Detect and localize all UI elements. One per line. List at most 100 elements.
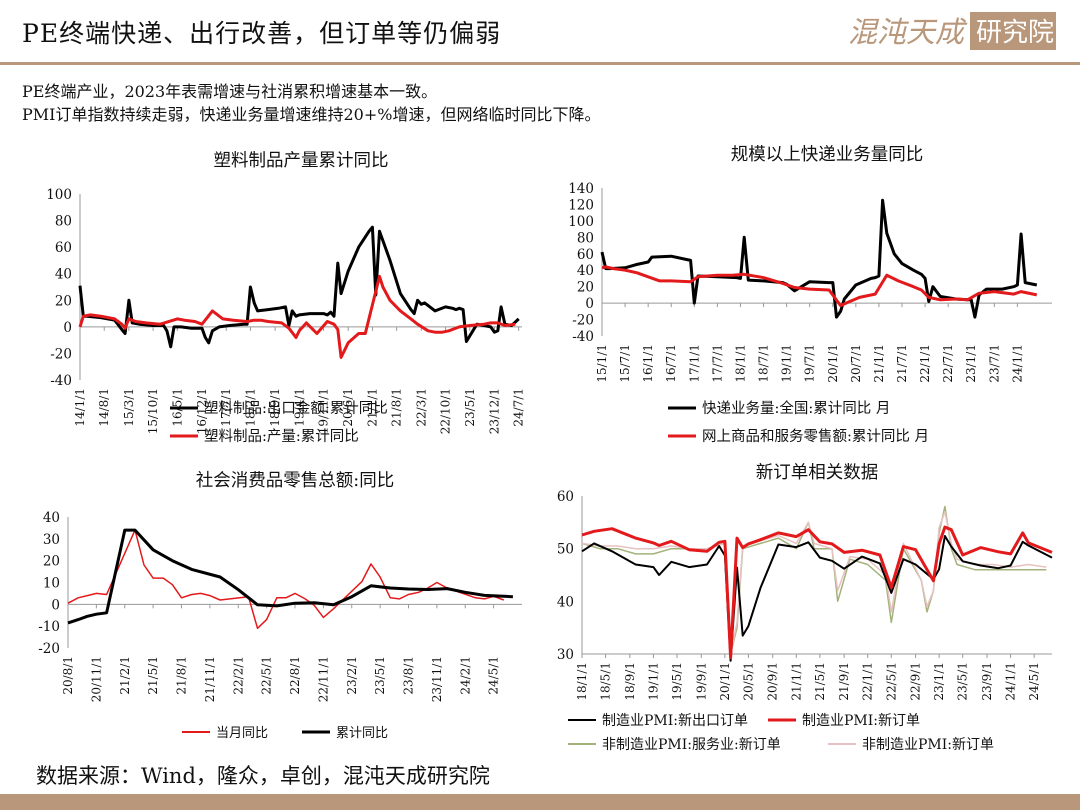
retail-ytick-label: -20 [38,641,60,657]
plastic-chart-svg: 塑料制品产量累计同比 -40 -20 0 20 40 60 80 100 14/1/1 14/8/1… [46,151,526,445]
summary-text: PE终端产业，2023年表需增速与社消累积增速基本一致。 PMI订单指数持续走弱… [22,80,600,126]
retail-xtick-label: 22/11/1 [316,656,330,702]
plastic-ytick-label: -40 [50,373,72,389]
pmi-xtick-label: 23/5/1 [956,662,970,701]
retail-series-line-0 [67,529,505,630]
retail-xtick-label: 23/2/1 [345,656,359,695]
plastic-xtick-label: 15/3/1 [122,388,136,427]
logo-text-brand: 混沌天成 [848,15,968,49]
express-ytick-label: -40 [572,329,594,345]
retail-xtick-label: 22/8/1 [288,656,302,695]
pmi-xtick-label: 23/9/1 [980,662,994,701]
express-ytick-label: -20 [572,313,594,329]
retail-legend-label: 当月同比 [216,726,268,741]
express-ytick-label: 140 [568,181,594,197]
express-xtick-label: 16/1/1 [641,344,655,383]
express-xtick-label: 18/1/1 [733,344,747,383]
express-xtick-label: 21/7/1 [895,344,909,383]
pmi-series-line-0 [581,505,1047,655]
plastic-series-line-1 [78,274,516,359]
retail-xtick-label: 20/8/1 [61,656,75,695]
pmi-ytick-label: 60 [557,489,574,505]
retail-ytick-label: 10 [43,576,60,592]
express-ytick-label: 40 [577,263,594,279]
plastic-xtick-label: 14/1/1 [73,388,87,427]
pmi-chart-svg: 新订单相关数据 30 40 50 60 18/1/1 18/5/1 18/9/1 19/1/1 1… [557,463,1053,753]
express-xtick-label: 19/1/1 [780,344,794,383]
retail-xtick-label: 20/11/1 [89,656,103,702]
pmi-series-line-1 [581,511,1047,655]
plastic-xtick-label: 19/11/1 [317,388,331,434]
retail-ytick-label: 0 [51,597,60,613]
retail-xtick-label: 24/2/1 [458,656,472,695]
logo-box [970,12,1056,50]
pmi-series-line-2 [581,535,1053,662]
plastic-xtick-label: 18/2/1 [243,388,257,427]
express-series-line-1 [601,265,1038,308]
express-xtick-label: 18/7/1 [757,344,771,383]
plastic-ytick-label: 100 [46,187,72,203]
retail-xtick-label: 21/5/1 [146,656,160,695]
plastic-xtick-label: 17/7/1 [219,388,233,427]
express-ytick-label: 80 [577,230,594,246]
pmi-ytick-label: 50 [557,542,574,558]
pmi-xtick-label: 20/9/1 [766,662,780,701]
express-xtick-label: 22/7/1 [941,344,955,383]
pmi-xtick-label: 23/1/1 [932,662,946,701]
summary-line-2: PMI订单指数持续走弱，快递业务量增速维持20+%增速，但网络临时同比下降。 [22,105,601,124]
pmi-legend-label: 制造业PMI:新出口订单 [602,713,748,729]
plastic-xtick-label: 21/1/1 [365,388,379,427]
express-xtick-label: 23/7/1 [987,344,1001,383]
pmi-xtick-label: 18/1/1 [575,662,589,701]
express-xtick-label: 23/1/1 [964,344,978,383]
retail-xtick-label: 23/5/1 [373,656,387,695]
express-xtick-label: 20/1/1 [826,344,840,383]
footer-bar [0,794,1080,810]
pmi-xtick-label: 21/1/1 [789,662,803,701]
express-chart-title: 规模以上快递业务量同比 [731,145,924,165]
express-ytick-label: 20 [577,280,594,296]
pmi-ytick-label: 30 [557,647,574,663]
express-ytick-label: 100 [568,214,594,230]
plastic-series-line-0 [78,225,520,349]
pmi-xtick-label: 18/5/1 [599,662,613,701]
express-xtick-label: 15/7/1 [618,344,632,383]
express-ytick-label: 0 [585,296,594,312]
retail-xtick-label: 23/8/1 [402,656,416,695]
pmi-series-line-3 [581,525,1053,660]
pmi-chart-title: 新订单相关数据 [756,463,879,483]
plastic-ytick-label: -20 [50,346,72,362]
logo: 混沌天成 研究院 [848,12,1056,50]
pmi-xtick-label: 24/5/1 [1027,662,1041,701]
pmi-xtick-label: 20/1/1 [718,662,732,701]
pmi-ytick-label: 40 [557,594,574,610]
plastic-xtick-label: 20/6/1 [341,388,355,427]
pmi-legend-label: 非制造业PMI:新订单 [862,737,994,753]
plastic-xtick-label: 18/9/1 [268,388,282,427]
express-xtick-label: 15/1/1 [595,344,609,383]
express-ytick-label: 60 [577,247,594,263]
retail-xtick-label: 23/11/1 [430,656,444,702]
plastic-xtick-label: 24/7/1 [512,388,526,427]
logo-text-institute: 研究院 [976,18,1054,48]
express-legend-label: 快递业务量:全国:累计同比 月 [702,399,890,417]
pmi-xtick-label: 24/1/1 [1004,662,1018,701]
plastic-xtick-label: 16/12/1 [195,388,209,434]
retail-legend-label: 累计同比 [336,726,388,741]
chart-express: 规模以上快递业务量同比 -40 -20 0 20 40 60 80 100 120 140 15/1/… [540,140,1080,460]
plastic-xtick-label: 23/12/1 [487,388,501,434]
plastic-xtick-label: 23/5/1 [463,388,477,427]
express-legend-label: 网上商品和服务零售额:累计同比 月 [702,428,929,445]
plastic-ytick-label: 20 [55,293,72,309]
retail-xtick-label: 21/11/1 [203,656,217,702]
pmi-xtick-label: 20/5/1 [741,662,755,701]
express-xtick-label: 17/7/1 [710,344,724,383]
retail-ytick-label: 20 [43,554,60,570]
retail-series-line-1 [67,528,513,625]
retail-ytick-label: -10 [38,619,60,635]
express-xtick-label: 21/1/1 [872,344,886,383]
plastic-xtick-label: 19/4/1 [292,388,306,427]
page-title: PE终端快递、出行改善，但订单等仍偏弱 [22,19,502,48]
pmi-legend-label: 制造业PMI:新订单 [802,713,920,729]
